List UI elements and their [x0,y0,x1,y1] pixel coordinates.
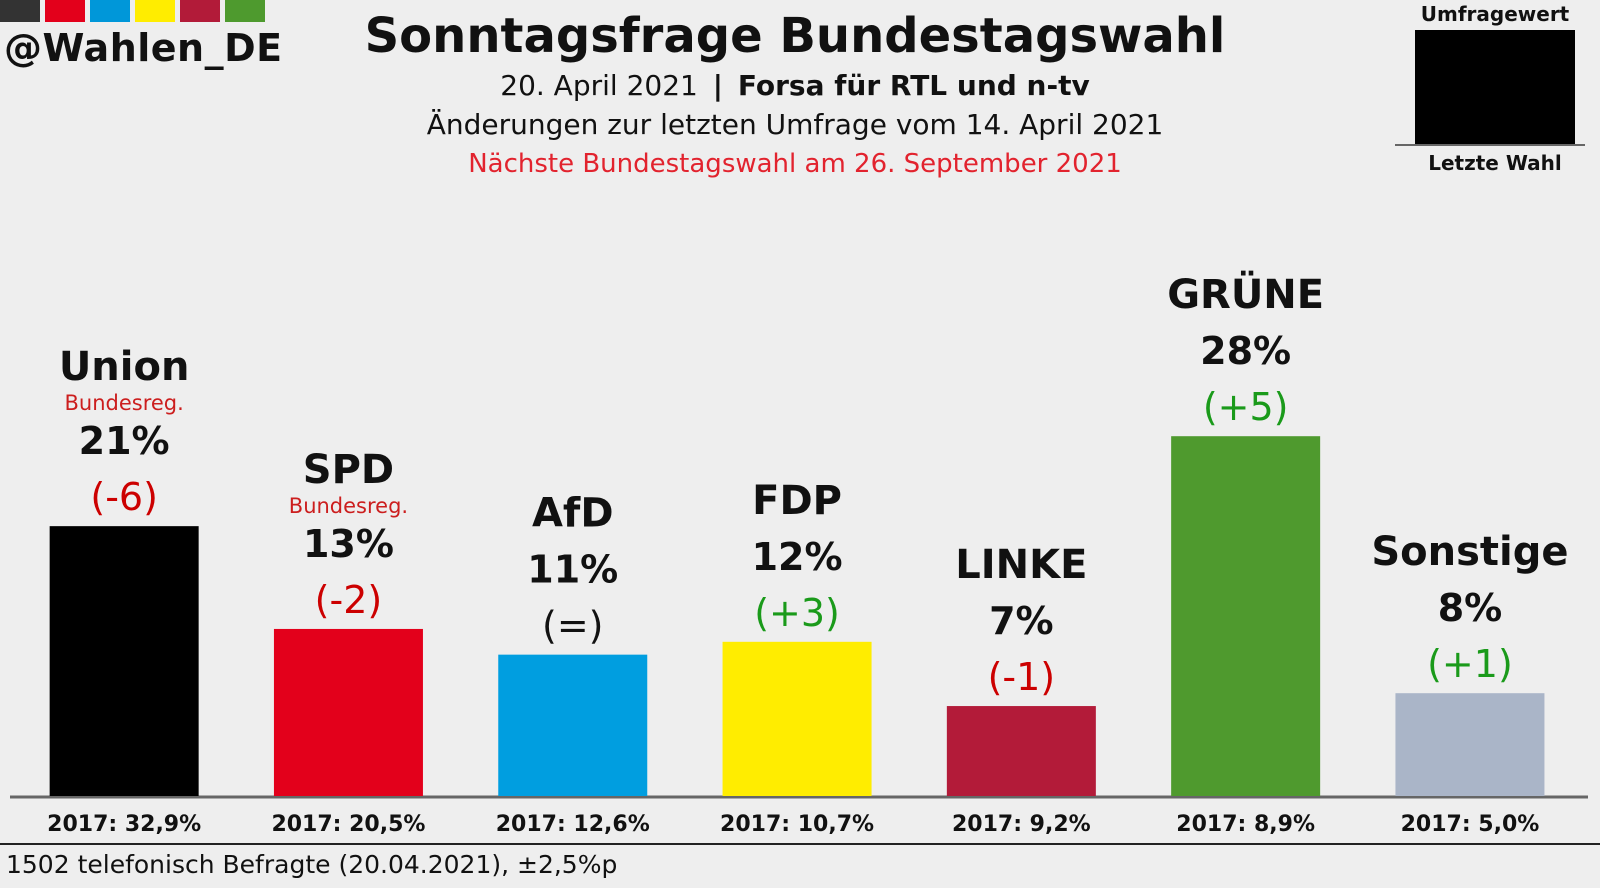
bar-union [49,526,199,796]
chart-title: Sonntagsfrage Bundestagswahl [364,8,1226,64]
changes-note: Änderungen zur letzten Umfrage vom 14. A… [426,108,1164,141]
change-label: (-6) [90,475,158,519]
category-label: LINKE [955,542,1087,588]
change-label: (+3) [754,591,840,635]
legend-baseline [1395,144,1585,146]
color-chip [135,0,175,22]
party-color-strip [0,0,270,22]
footer-divider [0,843,1600,845]
value-label: 21% [79,419,170,463]
government-note: Bundesreg. [64,391,183,415]
category-label: AfD [532,491,614,537]
change-label: (=) [542,604,604,648]
separator: | [712,69,723,102]
legend-swatch [1415,30,1575,144]
legend-election-label: Letzte Wahl [1428,151,1562,175]
change-label: (+5) [1203,385,1289,429]
previous-election-label: 2017: 10,7% [720,812,874,837]
color-chip [180,0,220,22]
bar-afd [498,654,648,796]
next-election-note: Nächste Bundestagswahl am 26. September … [468,149,1122,179]
change-label: (-1) [988,655,1056,699]
category-label: GRÜNE [1167,270,1324,318]
value-label: 28% [1200,329,1291,373]
footer-note: 1502 telefonisch Befragte (20.04.2021), … [6,850,618,879]
value-label: 11% [527,548,618,592]
color-chip [90,0,130,22]
legend-poll-label: Umfragewert [1420,2,1570,26]
poll-date: 20. April 2021 [500,69,698,102]
value-label: 13% [303,522,394,566]
previous-election-label: 2017: 8,9% [1176,812,1315,837]
previous-election-label: 2017: 20,5% [271,812,425,837]
color-chip [45,0,85,22]
previous-election-label: 2017: 9,2% [952,812,1091,837]
value-label: 7% [989,599,1054,643]
category-label: Union [59,344,190,390]
subtitle-date-source: 20. April 2021 | Forsa für RTL und n-tv [300,66,1290,106]
bar-fdp [722,641,872,796]
bar-linke [946,706,1096,796]
legend: Umfragewert Letzte Wahl [1395,0,1585,180]
category-label: FDP [752,478,842,524]
category-label: SPD [303,447,394,493]
poll-source: Forsa für RTL und n-tv [737,69,1090,102]
category-label: Sonstige [1371,529,1568,575]
color-chip [0,0,40,22]
color-chip [225,0,265,22]
bar-grüne [1171,436,1321,796]
change-label: (-2) [315,578,383,622]
chart-header: Sonntagsfrage Bundestagswahl 20. April 2… [300,0,1290,184]
value-label: 8% [1438,586,1503,630]
change-label: (+1) [1427,642,1513,686]
government-note: Bundesreg. [289,494,408,518]
bar-sonstige [1395,693,1545,796]
value-label: 12% [752,535,843,579]
bar-spd [273,628,423,796]
account-handle: @Wahlen_DE [4,26,283,70]
previous-election-label: 2017: 5,0% [1401,812,1540,837]
previous-election-label: 2017: 32,9% [47,812,201,837]
previous-election-label: 2017: 12,6% [496,812,650,837]
